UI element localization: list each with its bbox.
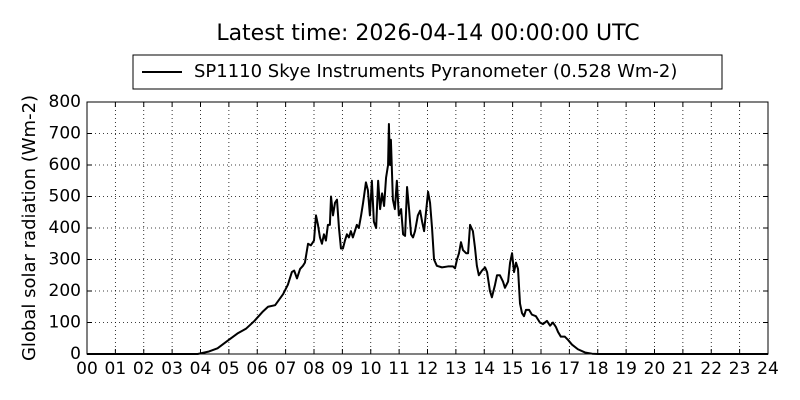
legend-label: SP1110 Skye Instruments Pyranometer (0.5… — [194, 61, 677, 82]
x-tick-label: 00 — [76, 359, 98, 379]
chart-title: Latest time: 2026-04-14 00:00:00 UTC — [216, 21, 639, 46]
x-tick-label: 15 — [502, 359, 524, 379]
x-tick-label: 02 — [133, 359, 155, 379]
y-axis-label: Global solar radiation (Wm-2) — [19, 95, 40, 361]
x-tick-label: 13 — [445, 359, 467, 379]
x-tick-label: 17 — [559, 359, 581, 379]
x-tick-label: 08 — [303, 359, 325, 379]
x-tick-label: 19 — [615, 359, 637, 379]
y-tick-label: 300 — [49, 250, 81, 270]
y-tick-label: 100 — [49, 313, 81, 333]
line-series — [87, 123, 768, 355]
y-tick-label: 500 — [49, 187, 81, 207]
x-tick-label: 22 — [700, 359, 722, 379]
x-tick-label: 06 — [246, 359, 268, 379]
x-tick-label: 09 — [332, 359, 354, 379]
y-tick-label: 600 — [49, 155, 81, 175]
x-tick-label: 03 — [161, 359, 183, 379]
x-tick-label: 18 — [587, 359, 609, 379]
x-tick-label: 05 — [218, 359, 240, 379]
x-tick-label: 12 — [417, 359, 439, 379]
x-tick-label: 10 — [360, 359, 382, 379]
x-tick-label: 04 — [190, 359, 212, 379]
x-tick-label: 07 — [275, 359, 297, 379]
y-tick-label: 700 — [49, 124, 81, 144]
plot-frame — [86, 101, 769, 355]
x-tick-label: 01 — [105, 359, 127, 379]
x-tick-label: 24 — [757, 359, 779, 379]
x-tick-label: 23 — [729, 359, 751, 379]
x-tick-label: 11 — [388, 359, 410, 379]
x-tick-label: 20 — [644, 359, 666, 379]
y-tick-label: 0 — [70, 344, 81, 364]
legend-box — [132, 54, 723, 90]
x-tick-label: 14 — [473, 359, 495, 379]
y-tick-label: 400 — [49, 218, 81, 238]
x-tick-label: 16 — [530, 359, 552, 379]
y-tick-label: 800 — [49, 92, 81, 112]
y-tick-label: 200 — [49, 281, 81, 301]
x-tick-label: 21 — [672, 359, 694, 379]
